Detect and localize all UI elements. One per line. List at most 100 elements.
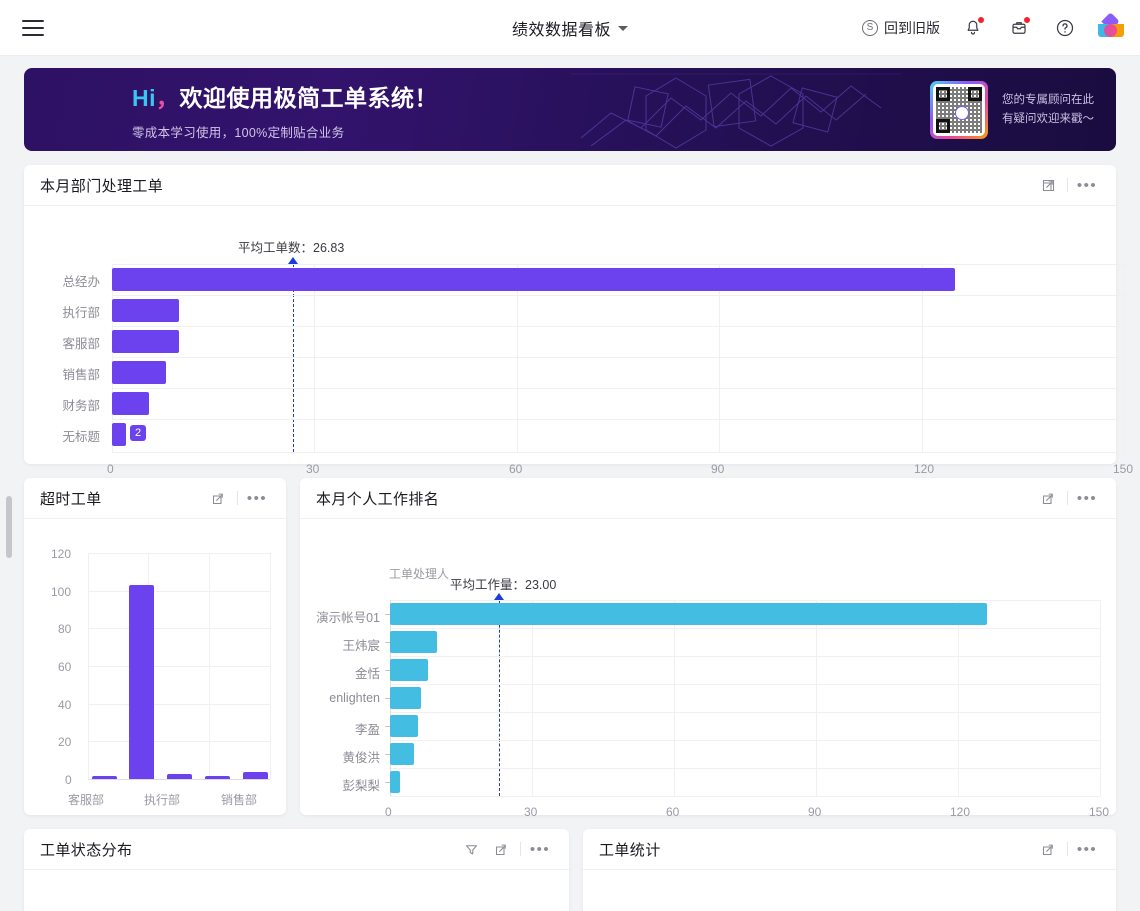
dept-average-arrow — [288, 257, 298, 264]
banner-qr-block: 您的专属顾问在此 有疑问欢迎来戳～ — [930, 68, 1094, 151]
bar-dept-5[interactable] — [112, 423, 126, 446]
board-title-wrap: 绩效数据看板 — [0, 0, 1140, 55]
qr-code-icon[interactable] — [930, 80, 988, 139]
card-tools: ••• — [456, 834, 555, 864]
personal-axis-name: 工单处理人 — [389, 567, 450, 581]
banner-decoration-icon — [571, 73, 901, 149]
card-title-overtime: 超时工单 — [40, 490, 102, 508]
overtime-ytick-4: 80 — [58, 622, 72, 636]
dept-cat-5: 无标题 — [62, 430, 100, 444]
dept-xtick-3: 90 — [711, 462, 725, 476]
expand-icon[interactable] — [1033, 170, 1063, 200]
card-tools: ••• — [1033, 834, 1102, 864]
overtime-ytick-0: 0 — [65, 773, 72, 787]
top-bar: 绩效数据看板 S 回到旧版 — [0, 0, 1140, 56]
banner-headline: Hi，欢迎使用极简工单系统！ — [132, 79, 438, 113]
board-title-dropdown[interactable]: 绩效数据看板 — [512, 16, 628, 40]
hamburger-icon[interactable] — [22, 19, 44, 36]
bar-overtime-1[interactable] — [129, 585, 154, 779]
card-tools: ••• — [1033, 483, 1102, 513]
bar-dept-3[interactable] — [112, 361, 166, 384]
overtime-ytick-1: 20 — [58, 735, 72, 749]
personal-cat-2: 金恬 — [354, 667, 380, 681]
refresh-circle-icon: S — [862, 19, 878, 36]
bar-personal-1[interactable] — [390, 631, 437, 653]
back-to-old-version-label: 回到旧版 — [884, 19, 940, 36]
dept-xtick-4: 120 — [914, 462, 935, 476]
dept-xtick-2: 60 — [509, 462, 523, 476]
dept-xtick-1: 30 — [306, 462, 320, 476]
card-personal-ranking: 本月个人工作排名 ••• 工单处理人 平均工作量：23.00 — [300, 478, 1116, 819]
card-status-distribution: 工单状态分布 ••• — [24, 829, 569, 911]
card-ticket-statistics: 工单统计 ••• — [583, 829, 1116, 911]
personal-cat-1: 王炜宸 — [342, 639, 380, 653]
overtime-ytick-3: 60 — [58, 660, 72, 674]
filter-icon[interactable] — [456, 834, 486, 864]
bar-dept-4[interactable] — [112, 392, 149, 415]
overtime-xtick-0: 客服部 — [68, 793, 105, 807]
inbox-button[interactable] — [1006, 15, 1032, 41]
expand-icon[interactable] — [1033, 834, 1063, 864]
bar-overtime-2[interactable] — [167, 774, 192, 779]
overtime-ytick-2: 40 — [58, 698, 72, 712]
more-icon[interactable]: ••• — [1076, 489, 1098, 507]
overtime-ytick-5: 100 — [51, 585, 72, 599]
qr-caption-line1: 您的专属顾问在此 — [1002, 93, 1094, 106]
bar-personal-5[interactable] — [390, 743, 414, 765]
card-title-stats: 工单统计 — [599, 841, 661, 859]
personal-xtick-4: 120 — [950, 805, 971, 819]
bar-personal-6[interactable] — [390, 771, 400, 793]
dept-average-line — [293, 264, 294, 452]
bar-dept-2[interactable] — [112, 330, 179, 353]
notifications-button[interactable] — [960, 15, 986, 41]
bar-overtime-3[interactable] — [205, 776, 230, 779]
help-button[interactable] — [1052, 15, 1078, 41]
chevron-down-icon[interactable] — [618, 26, 628, 31]
dashboard-row-2: 超时工单 ••• — [24, 478, 1116, 819]
bar-dept-5-value: 2 — [130, 425, 147, 442]
card-header: 工单状态分布 ••• — [24, 829, 569, 870]
dept-cat-3: 销售部 — [62, 368, 100, 382]
overtime-xtick-4: 销售部 — [221, 793, 258, 807]
bell-icon — [967, 20, 979, 35]
bar-personal-0[interactable] — [390, 603, 987, 625]
bar-personal-3[interactable] — [390, 687, 421, 709]
back-to-old-version-button[interactable]: S 回到旧版 — [862, 18, 940, 38]
expand-icon[interactable] — [1033, 483, 1063, 513]
card-header: 本月个人工作排名 ••• — [300, 478, 1116, 519]
bar-personal-2[interactable] — [390, 659, 428, 681]
banner-headline-text: 欢迎使用极简工单系统！ — [179, 84, 438, 111]
bar-dept-1[interactable] — [112, 299, 179, 322]
personal-xtick-0: 0 — [385, 805, 392, 819]
question-circle-icon — [1056, 19, 1074, 36]
personal-xtick-5: 150 — [1089, 805, 1110, 819]
more-icon[interactable]: ••• — [529, 840, 551, 858]
card-header: 本月部门处理工单 ••• — [24, 165, 1116, 206]
dept-cat-0: 总经办 — [62, 275, 100, 289]
dept-average-label: 平均工单数：26.83 — [238, 241, 345, 255]
overtime-xtick-2: 执行部 — [144, 793, 181, 807]
more-icon[interactable]: ••• — [1076, 176, 1098, 194]
dept-xtick-5: 150 — [1113, 462, 1134, 476]
app-logo-icon[interactable] — [1098, 11, 1124, 41]
promo-banner[interactable]: Hi，欢迎使用极简工单系统！ 零成本学习使用，100%定制贴合业务 您的专属顾问… — [24, 68, 1116, 151]
expand-icon[interactable] — [486, 834, 516, 864]
dept-cat-1: 执行部 — [62, 306, 100, 320]
dept-chart: 平均工单数：26.83 2 — [24, 206, 1133, 476]
personal-average-arrow — [494, 593, 504, 600]
banner-comma: ， — [156, 84, 180, 111]
bar-personal-4[interactable] — [390, 715, 418, 737]
expand-icon[interactable] — [203, 483, 233, 513]
more-icon[interactable]: ••• — [246, 489, 268, 507]
bar-overtime-4[interactable] — [243, 772, 268, 779]
personal-average-line — [499, 600, 500, 796]
bar-overtime-0[interactable] — [92, 776, 117, 779]
vertical-scrollbar-thumb[interactable] — [6, 496, 12, 558]
dept-cat-2: 客服部 — [62, 337, 100, 351]
banner-subline: 零成本学习使用，100%定制贴合业务 — [132, 125, 345, 140]
bar-dept-0[interactable] — [112, 268, 955, 291]
personal-chart: 工单处理人 平均工作量：23.00 — [300, 519, 1116, 819]
more-icon[interactable]: ••• — [1076, 840, 1098, 858]
banner-hi: Hi — [132, 84, 156, 111]
card-header: 超时工单 ••• — [24, 478, 286, 519]
